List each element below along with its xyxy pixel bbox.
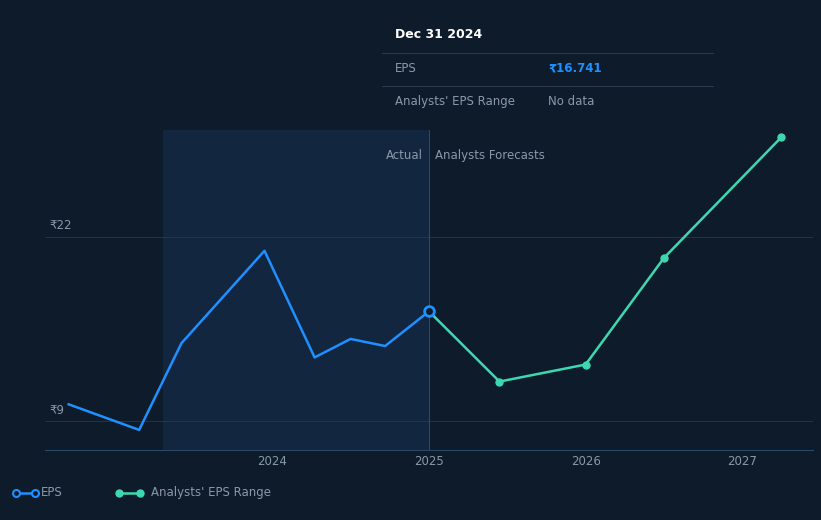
Text: ₹9: ₹9 <box>50 404 65 417</box>
Text: Actual: Actual <box>386 149 423 162</box>
Text: ₹22: ₹22 <box>50 219 72 232</box>
Text: Dec 31 2024: Dec 31 2024 <box>395 28 482 42</box>
Text: ₹16.741: ₹16.741 <box>548 62 602 75</box>
Text: EPS: EPS <box>395 62 417 75</box>
Text: No data: No data <box>548 96 594 109</box>
Text: Analysts Forecasts: Analysts Forecasts <box>435 149 545 162</box>
Bar <box>163 130 429 450</box>
Text: Analysts' EPS Range: Analysts' EPS Range <box>395 96 515 109</box>
Text: EPS: EPS <box>41 486 63 499</box>
Text: Analysts' EPS Range: Analysts' EPS Range <box>150 486 271 499</box>
